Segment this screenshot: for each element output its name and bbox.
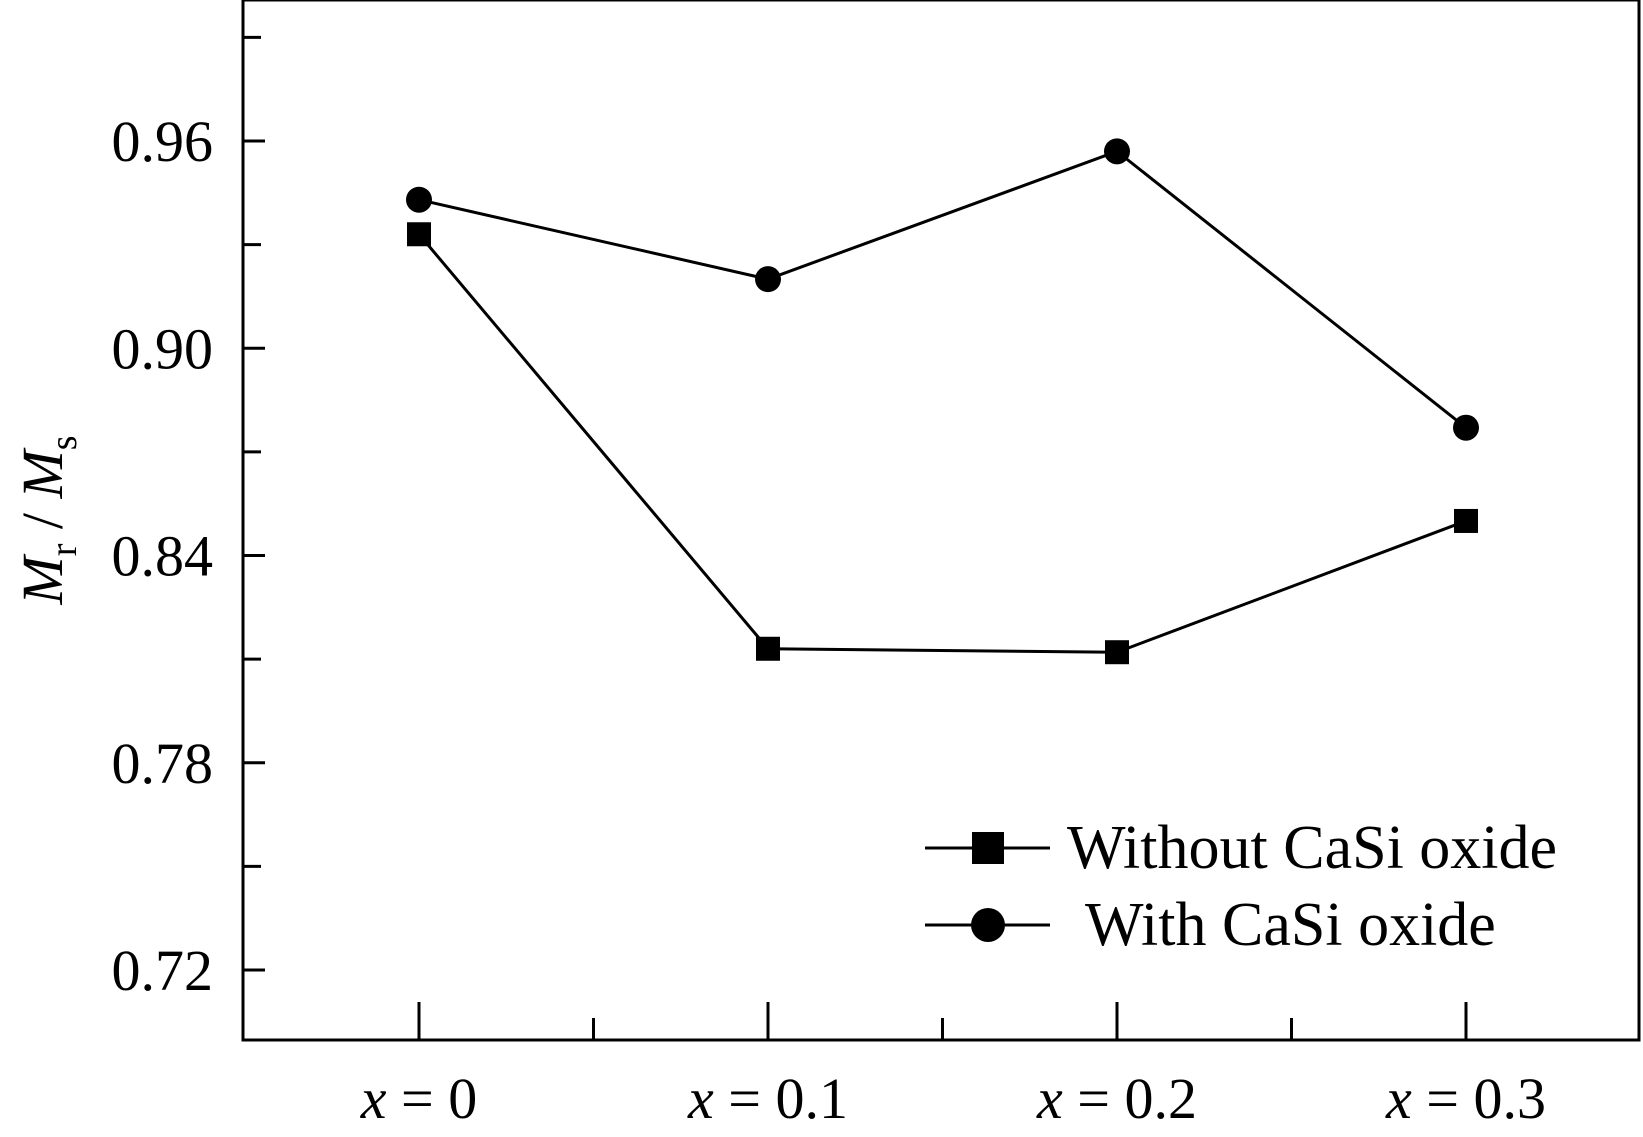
y-axis-label: Mr / Ms: [10, 435, 85, 605]
x-tick-label: x = 0.1: [687, 1066, 848, 1131]
data-point-square: [407, 222, 431, 247]
y-tick-label: 0.90: [112, 316, 214, 381]
data-point-circle: [1453, 414, 1479, 441]
legend-square-marker: [972, 832, 1004, 864]
y-tick-label: 0.72: [112, 938, 214, 1003]
y-tick-label: 0.96: [112, 109, 214, 174]
series-line-without: [417, 233, 1467, 654]
legend-label-with: With CaSi oxide: [1085, 891, 1496, 959]
y-label-sub1: r: [43, 543, 85, 556]
y-label-main1: M: [10, 554, 75, 606]
legend-label-without: Without CaSi oxide: [1067, 814, 1557, 882]
legend-item-with: With CaSi oxide: [925, 891, 1496, 959]
x-tick-label: x = 0.3: [1385, 1066, 1546, 1131]
y-label-sub2: s: [43, 435, 85, 450]
y-label-sep: /: [10, 499, 75, 544]
series-layer: [406, 138, 1479, 665]
data-point-square: [1105, 640, 1129, 665]
y-label-main2: M: [10, 448, 75, 500]
data-point-circle: [1104, 138, 1130, 165]
x-axis: x = 0 x = 0.1 x = 0.2 x = 0.3: [360, 1002, 1546, 1131]
y-tick-label: 0.78: [112, 731, 214, 796]
data-point-square: [1454, 508, 1478, 533]
y-tick-label: 0.84: [112, 524, 214, 589]
data-point-circle: [755, 266, 781, 293]
x-tick-label: x = 0: [360, 1066, 477, 1131]
series-line-with: [418, 149, 1467, 429]
x-tick-label: x = 0.2: [1036, 1066, 1197, 1131]
legend-circle-marker: [971, 908, 1005, 942]
data-point-square: [756, 636, 780, 661]
plot-frame: [241, 0, 1641, 1042]
legend: Without CaSi oxide With CaSi oxide: [925, 814, 1557, 959]
y-axis: 0.72 0.78 0.84 0.90 0.96: [112, 35, 265, 1003]
legend-item-without: Without CaSi oxide: [925, 814, 1557, 882]
data-point-circle: [406, 186, 432, 213]
